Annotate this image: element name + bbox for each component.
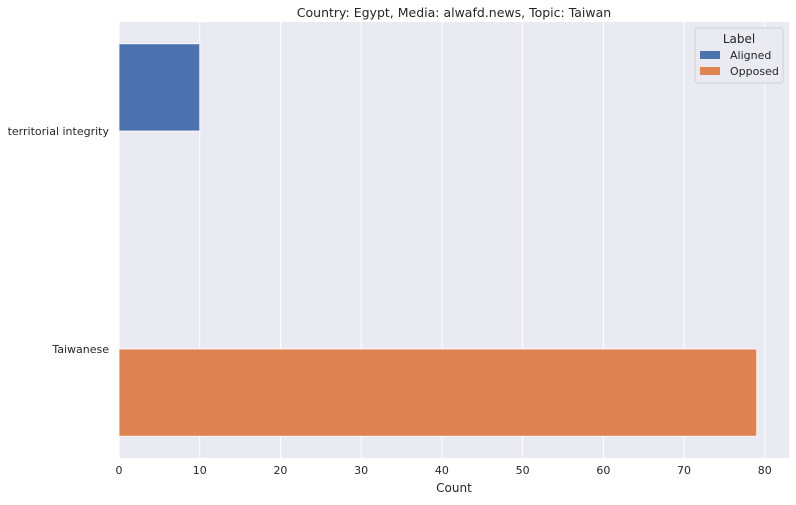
legend-swatch-opposed: [700, 67, 720, 75]
bar-opposed: [118, 348, 758, 437]
x-axis-label: Count: [436, 481, 472, 495]
legend-label-aligned: Aligned: [730, 49, 771, 62]
legend-label-opposed: Opposed: [730, 65, 779, 78]
bars: [118, 43, 758, 437]
x-axis-ticks: 0 10 20 30 40 50 60 70 80: [116, 464, 772, 477]
x-tick-label: 20: [273, 464, 287, 477]
x-tick-label: 40: [435, 464, 449, 477]
x-tick-label: 10: [193, 464, 207, 477]
bar-aligned: [118, 43, 201, 132]
x-tick-label: 80: [758, 464, 772, 477]
x-tick-label: 50: [516, 464, 530, 477]
y-tick-label: Taiwanese: [51, 343, 109, 356]
legend-title: Label: [723, 32, 755, 46]
legend-swatch-aligned: [700, 51, 720, 59]
y-axis-ticks: territorial integrity Taiwanese: [8, 125, 110, 356]
x-tick-label: 30: [354, 464, 368, 477]
x-tick-label: 60: [596, 464, 610, 477]
x-tick-label: 70: [677, 464, 691, 477]
chart-title: Country: Egypt, Media: alwafd.news, Topi…: [297, 5, 611, 20]
legend: Label Aligned Opposed: [694, 27, 784, 84]
y-tick-label: territorial integrity: [8, 125, 110, 138]
x-tick-label: 0: [116, 464, 123, 477]
